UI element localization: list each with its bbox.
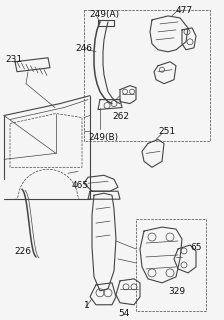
Text: 329: 329 (168, 287, 185, 296)
Text: 226: 226 (14, 247, 31, 256)
Text: 262: 262 (112, 112, 129, 121)
Text: 54: 54 (118, 309, 129, 318)
Text: 465: 465 (72, 181, 89, 190)
Text: 249(B): 249(B) (88, 133, 118, 142)
Text: 249(A): 249(A) (89, 10, 119, 19)
Text: 251: 251 (158, 127, 175, 136)
Text: 1: 1 (84, 301, 90, 310)
Text: 65: 65 (190, 243, 202, 252)
Text: 246: 246 (75, 44, 92, 53)
Text: 231: 231 (5, 55, 22, 64)
Text: 477: 477 (176, 6, 193, 15)
